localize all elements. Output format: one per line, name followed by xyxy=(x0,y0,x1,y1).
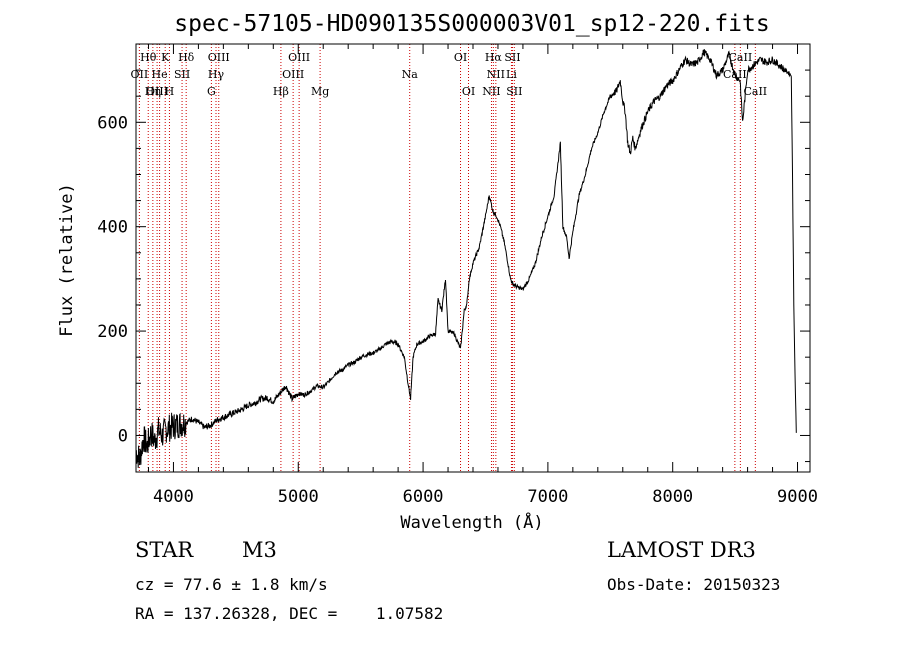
spectral-line-label: Hδ xyxy=(178,51,195,64)
spectral-line-label: OIII xyxy=(288,51,310,64)
x-tick-label: 4000 xyxy=(153,487,194,507)
object-subclass: M3 xyxy=(242,538,277,562)
y-tick-label: 0 xyxy=(118,426,128,446)
x-axis-ticks: 4000 5000 6000 7000 8000 9000 xyxy=(147,44,818,507)
x-tick-label: 7000 xyxy=(527,487,568,507)
spectral-line-label: He xyxy=(152,68,168,81)
spectral-line-label: Hγ xyxy=(208,68,225,81)
spectral-line-label: OIII xyxy=(282,68,304,81)
spectral-line-label: CaII xyxy=(729,51,753,64)
spectral-line-label: NII xyxy=(487,68,505,81)
spectral-line-label: H xyxy=(165,85,175,98)
x-axis-label: Wavelength (Å) xyxy=(400,511,543,533)
ra-dec: RA = 137.26328, DEC = 1.07582 xyxy=(135,604,444,623)
spectral-line-label: K xyxy=(161,51,170,64)
chart-title: spec-57105-HD090135S000003V01_sp12-220.f… xyxy=(174,11,769,37)
spectral-line-label: G xyxy=(207,85,216,98)
spectral-line-label: Hθ xyxy=(140,51,157,64)
spectral-line-label: SII xyxy=(504,51,520,64)
obs-date: Obs-Date: 20150323 xyxy=(607,575,781,594)
spectral-line-label: OI xyxy=(454,51,467,64)
spectral-line-markers xyxy=(138,44,756,472)
spectral-line-label: Mg xyxy=(311,85,329,98)
y-tick-label: 600 xyxy=(97,113,128,133)
redshift-cz: cz = 77.6 ± 1.8 km/s xyxy=(135,575,328,594)
y-tick-label: 400 xyxy=(97,218,128,238)
x-tick-label: 5000 xyxy=(278,487,319,507)
spectral-line-label: SII xyxy=(506,85,522,98)
plot-frame xyxy=(135,43,811,473)
spectral-line-label: Li xyxy=(506,68,517,81)
y-axis-label: Flux (relative) xyxy=(57,183,77,337)
x-tick-label: 9000 xyxy=(777,487,818,507)
spectral-line-label: Hβ xyxy=(273,85,289,98)
object-type: STAR xyxy=(135,538,194,562)
spectral-line-label: Hα xyxy=(485,51,503,64)
spectral-line-label: Hη xyxy=(145,85,161,98)
spectral-line-label: CaII xyxy=(743,85,767,98)
x-tick-label: 6000 xyxy=(403,487,444,507)
flux-series-line xyxy=(135,49,797,468)
spectral-line-label: OIII xyxy=(146,85,168,98)
y-tick-label: 200 xyxy=(97,322,128,342)
survey-name: LAMOST DR3 xyxy=(607,538,756,562)
spectral-line-label: NII xyxy=(482,85,500,98)
spectral-line-label: SII xyxy=(174,68,190,81)
spectral-line-label: Na xyxy=(402,68,419,81)
spectral-line-label: OII xyxy=(131,68,149,81)
spectral-line-label: OIII xyxy=(208,51,230,64)
x-tick-label: 8000 xyxy=(652,487,693,507)
y-axis-ticks: 0 200 400 600 xyxy=(97,69,810,463)
spectral-line-label: OI xyxy=(462,85,475,98)
